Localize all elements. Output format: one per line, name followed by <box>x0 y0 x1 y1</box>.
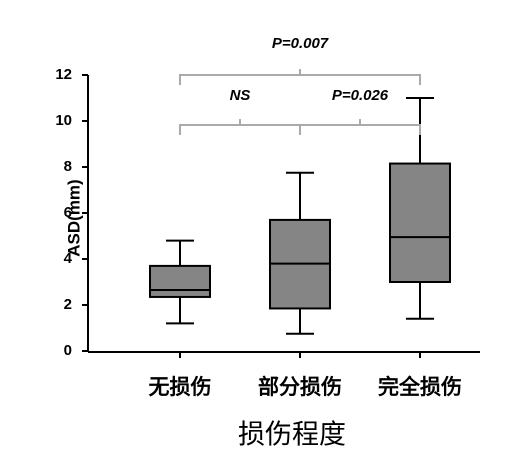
bracket <box>299 119 421 135</box>
box <box>389 162 451 283</box>
x-axis-label: 损伤程度 <box>238 420 346 451</box>
x-tick-label: 无损伤 <box>149 375 212 399</box>
y-tick-label: 12 <box>55 66 72 83</box>
annotation: P=0.007 <box>272 35 329 52</box>
bracket <box>179 69 421 85</box>
y-tick-label: 4 <box>64 250 73 267</box>
box <box>149 264 211 298</box>
bracket <box>179 119 301 135</box>
annotation: NS <box>230 87 251 104</box>
y-tick-label: 8 <box>64 158 72 175</box>
y-tick-label: 0 <box>64 342 72 359</box>
y-tick-label: 10 <box>55 112 72 129</box>
x-tick-label: 部分损伤 <box>258 375 342 399</box>
x-tick-label: 完全损伤 <box>378 375 462 399</box>
y-tick-label: 2 <box>64 296 72 313</box>
annotation: P=0.026 <box>332 87 389 104</box>
y-tick-label: 6 <box>64 204 72 221</box>
y-axis-label: ASD(mm) <box>64 179 83 256</box>
